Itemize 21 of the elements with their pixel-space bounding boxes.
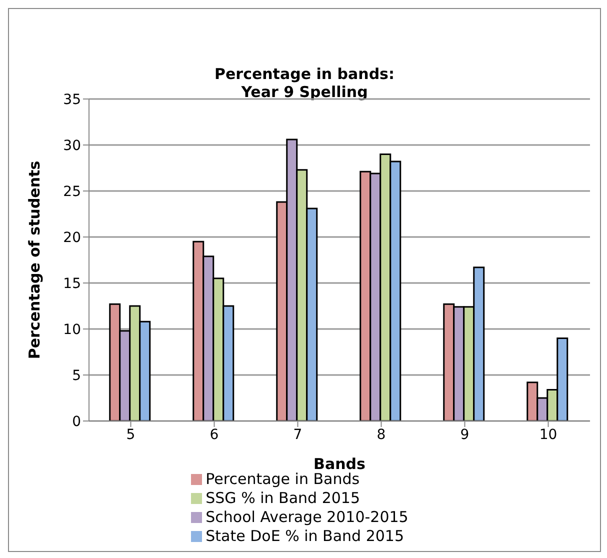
x-tick-label: 6 xyxy=(210,426,219,443)
x-tick-label: 10 xyxy=(539,426,558,443)
x-tick-label: 7 xyxy=(293,426,302,443)
y-tick-label: 5 xyxy=(72,368,81,384)
x-tick-label: 8 xyxy=(376,426,386,443)
legend-label: SSG % in Band 2015 xyxy=(206,489,360,507)
y-tick-label: 10 xyxy=(63,322,81,338)
legend-label: Percentage in Bands xyxy=(206,470,360,488)
y-tick-label: 0 xyxy=(72,414,81,430)
legend-label: State DoE % in Band 2015 xyxy=(206,527,404,545)
y-tick-label: 35 xyxy=(63,92,81,108)
y-tick-label: 20 xyxy=(63,230,81,246)
x-tick-label: 9 xyxy=(460,426,470,443)
chart-title: Percentage in bands: Year 9 Spelling xyxy=(214,65,394,101)
legend-label: School Average 2010-2015 xyxy=(206,508,408,526)
y-tick-label: 25 xyxy=(63,184,81,200)
y-tick-label: 30 xyxy=(63,138,81,154)
y-tick-label: 15 xyxy=(63,276,81,292)
x-tick-label: 5 xyxy=(126,426,136,443)
x-axis-title: Bands xyxy=(314,455,366,473)
y-axis-title: Percentage of students xyxy=(25,160,44,360)
